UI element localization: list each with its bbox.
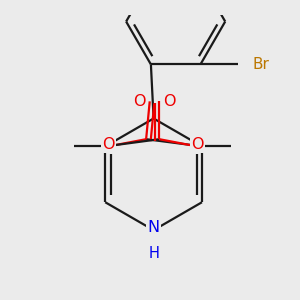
Text: O: O <box>163 94 175 109</box>
Text: H: H <box>148 246 159 261</box>
Text: O: O <box>102 137 115 152</box>
Text: Br: Br <box>253 57 270 72</box>
Text: O: O <box>134 94 146 109</box>
Text: O: O <box>191 137 203 152</box>
Text: N: N <box>148 220 160 235</box>
